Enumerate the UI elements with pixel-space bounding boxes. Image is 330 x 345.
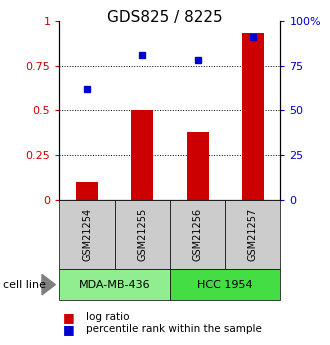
Text: ■: ■	[63, 323, 75, 336]
Polygon shape	[42, 274, 55, 295]
Text: log ratio: log ratio	[86, 313, 129, 322]
Text: cell line: cell line	[3, 280, 46, 289]
Text: GSM21256: GSM21256	[193, 208, 203, 261]
Bar	[76, 182, 98, 200]
Text: GSM21255: GSM21255	[137, 208, 147, 261]
Bar	[186, 132, 209, 200]
Text: GSM21257: GSM21257	[248, 208, 258, 261]
Text: GSM21254: GSM21254	[82, 208, 92, 261]
Text: HCC 1954: HCC 1954	[197, 280, 253, 289]
Text: ■: ■	[63, 311, 75, 324]
Bar	[242, 33, 264, 200]
Bar	[131, 110, 153, 200]
Text: percentile rank within the sample: percentile rank within the sample	[86, 325, 262, 334]
Text: MDA-MB-436: MDA-MB-436	[79, 280, 150, 289]
Text: GDS825 / 8225: GDS825 / 8225	[107, 10, 223, 24]
